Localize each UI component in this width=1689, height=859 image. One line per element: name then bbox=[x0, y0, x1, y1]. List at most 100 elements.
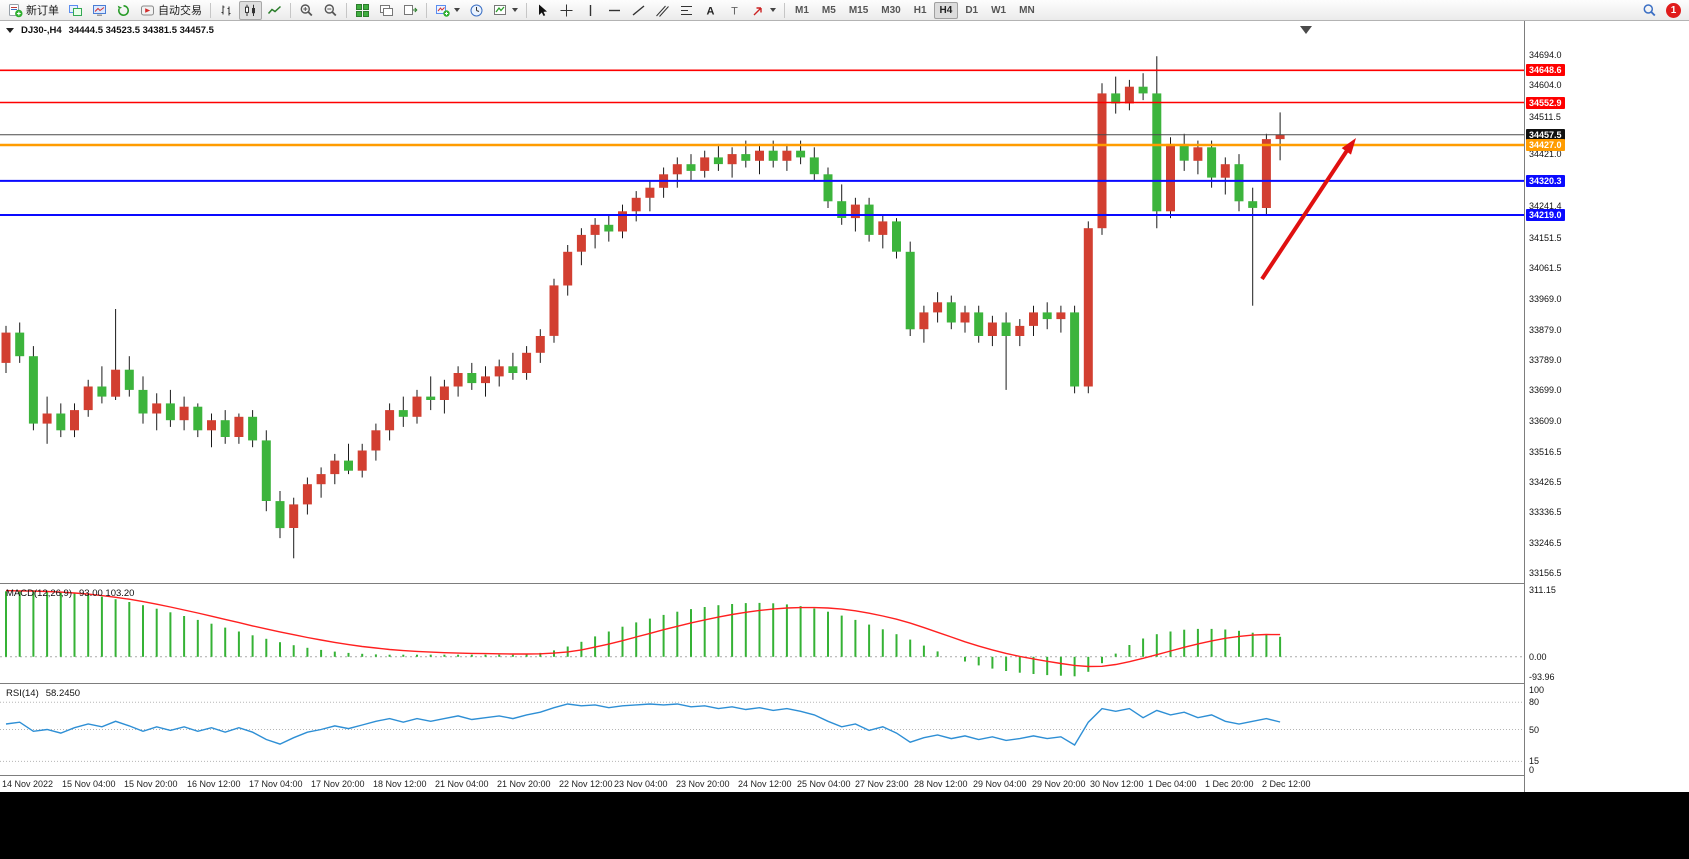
clock-icon bbox=[470, 4, 483, 16]
candle-body bbox=[1097, 93, 1107, 229]
candle-body bbox=[357, 450, 367, 471]
timeframe-m1[interactable]: M1 bbox=[795, 4, 809, 16]
label-button[interactable]: T bbox=[723, 1, 746, 20]
indicators-icon bbox=[494, 4, 506, 15]
vertical-line-button[interactable] bbox=[579, 1, 602, 20]
candle-body bbox=[1056, 312, 1066, 320]
zoom-out-button[interactable] bbox=[319, 1, 342, 20]
timeframe-m15[interactable]: M15 bbox=[848, 4, 869, 16]
candle-body bbox=[1138, 86, 1148, 94]
toolbar-separator bbox=[290, 2, 291, 18]
price-axis-label: 311.15 bbox=[1529, 585, 1556, 595]
time-axis-label: 30 Nov 12:00 bbox=[1090, 779, 1144, 789]
candle-body bbox=[686, 164, 696, 171]
candle-body bbox=[809, 157, 819, 175]
candle-body bbox=[960, 312, 970, 323]
rsi-canvas[interactable] bbox=[0, 684, 1524, 775]
candle-body bbox=[1111, 93, 1121, 104]
label-tool-icon: T bbox=[731, 5, 738, 17]
new-order-button[interactable]: 新订单 bbox=[4, 1, 63, 20]
price-axis-label: 0 bbox=[1529, 765, 1535, 775]
candle-body bbox=[494, 366, 504, 377]
cascade-windows-button[interactable] bbox=[375, 1, 398, 20]
trend-arrow-annotation[interactable] bbox=[1260, 147, 1350, 281]
charts-window-button[interactable] bbox=[64, 1, 87, 20]
cursor-button[interactable] bbox=[531, 1, 554, 20]
time-axis-label: 16 Nov 12:00 bbox=[187, 779, 241, 789]
cursor-icon bbox=[539, 4, 547, 16]
candle-body bbox=[549, 285, 559, 336]
candle-body bbox=[563, 251, 573, 286]
market-watch-button[interactable] bbox=[88, 1, 111, 20]
crosshair-button[interactable] bbox=[555, 1, 578, 20]
macd-name: MACD(12,26,9) bbox=[6, 588, 72, 599]
indicators-button[interactable] bbox=[489, 1, 522, 20]
candle-body bbox=[15, 332, 25, 357]
bar-chart-type-button[interactable] bbox=[215, 1, 238, 20]
price-axis-label: 33789.0 bbox=[1529, 354, 1562, 365]
dropdown-caret-icon bbox=[770, 8, 776, 12]
new-chart-button[interactable] bbox=[431, 1, 464, 20]
time-axis-label: 15 Nov 04:00 bbox=[62, 779, 116, 789]
refresh-button[interactable] bbox=[112, 1, 135, 20]
trendline-button[interactable] bbox=[627, 1, 650, 20]
chart-shift-button[interactable] bbox=[399, 1, 422, 20]
zoom-in-button[interactable] bbox=[295, 1, 318, 20]
horizontal-line-button[interactable] bbox=[603, 1, 626, 20]
candlestick-type-button[interactable] bbox=[239, 0, 262, 20]
timeframe-w1[interactable]: W1 bbox=[991, 4, 1007, 16]
timeframe-h4[interactable]: H4 bbox=[933, 1, 959, 19]
channel-button[interactable] bbox=[651, 1, 674, 20]
shapes-button[interactable] bbox=[747, 1, 780, 20]
time-axis-label: 27 Nov 23:00 bbox=[855, 779, 909, 789]
candle-body bbox=[864, 204, 874, 235]
candle-body bbox=[152, 403, 162, 414]
candle-body bbox=[289, 504, 299, 528]
candle-body bbox=[1193, 147, 1203, 161]
fibonacci-button[interactable] bbox=[675, 1, 698, 20]
candle-body bbox=[56, 413, 66, 431]
chart-shift-marker-icon[interactable] bbox=[1300, 26, 1312, 34]
one-click-trading-toggle-icon[interactable] bbox=[6, 28, 14, 33]
time-axis[interactable]: 14 Nov 2022 15 Nov 04:00 15 Nov 20:00 16 No… bbox=[0, 776, 1524, 792]
candle-body bbox=[618, 211, 627, 232]
horizontal-line-icon bbox=[609, 9, 620, 11]
macd-signal-line bbox=[5, 589, 1281, 668]
candle-body bbox=[467, 373, 477, 384]
notification-badge[interactable]: 1 bbox=[1666, 2, 1681, 18]
timeframe-mn[interactable]: MN bbox=[1019, 4, 1035, 16]
ohlc-bars-icon bbox=[221, 5, 231, 15]
main-chart-canvas[interactable] bbox=[0, 21, 1524, 583]
periods-button[interactable] bbox=[465, 1, 488, 20]
panel-separator[interactable] bbox=[0, 583, 1572, 584]
timeframe-m5[interactable]: M5 bbox=[821, 4, 836, 16]
candle-body bbox=[248, 416, 258, 441]
panel-separator[interactable] bbox=[0, 683, 1572, 684]
price-axis[interactable]: 34694.0 34604.0 34511.5 34421.0 34241.4 34151… bbox=[1524, 21, 1572, 792]
timeframe-d1[interactable]: D1 bbox=[965, 4, 979, 16]
timeframe-h1[interactable]: H1 bbox=[913, 4, 927, 16]
candle-body bbox=[193, 406, 203, 431]
timeframe-m30[interactable]: M30 bbox=[881, 4, 901, 16]
tile-windows-button[interactable] bbox=[351, 1, 374, 20]
candle-body bbox=[1275, 134, 1285, 140]
candle-body bbox=[590, 224, 600, 235]
price-tag: 34648.6 bbox=[1526, 64, 1565, 77]
price-axis-label: 34061.5 bbox=[1529, 263, 1562, 274]
text-button[interactable]: A bbox=[699, 1, 722, 20]
search-button[interactable] bbox=[1638, 1, 1661, 20]
toolbar-separator bbox=[210, 2, 211, 18]
macd-canvas[interactable] bbox=[0, 584, 1524, 683]
candle-body bbox=[796, 150, 806, 158]
line-chart-type-button[interactable] bbox=[263, 1, 286, 20]
new-order-label: 新订单 bbox=[26, 5, 59, 17]
price-axis-label: 33336.5 bbox=[1529, 507, 1562, 518]
autotrading-button[interactable]: 自动交易 bbox=[136, 1, 206, 20]
candle-body bbox=[83, 386, 93, 411]
tile-windows-icon bbox=[356, 3, 369, 17]
symbol-period-label: DJ30-,H4 bbox=[21, 25, 62, 36]
macd-label: MACD(12,26,9) 93.00 103.20 bbox=[6, 588, 134, 599]
time-axis-label: 1 Dec 20:00 bbox=[1205, 779, 1254, 789]
candle-body bbox=[823, 174, 833, 202]
